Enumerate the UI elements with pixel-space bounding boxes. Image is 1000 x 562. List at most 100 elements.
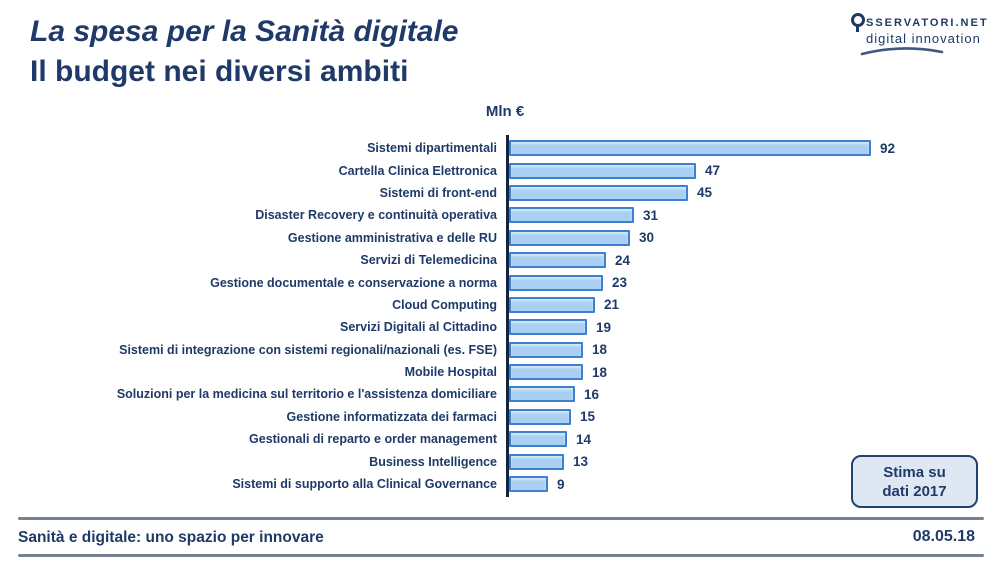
chart-row: Gestione documentale e conservazione a n… [0, 271, 1000, 293]
category-label: Business Intelligence [369, 454, 497, 469]
estimate-badge-line1: Stima su [883, 463, 946, 481]
value-label: 18 [592, 342, 608, 358]
bar-area: 23 [509, 274, 1000, 291]
category-label: Gestione amministrativa e delle RU [287, 230, 497, 245]
footer-date: 08.05.18 [912, 528, 975, 545]
bar [509, 184, 688, 201]
footer-divider-bottom [18, 554, 984, 557]
page-subtitle: Il budget nei diversi ambiti [30, 55, 409, 88]
chart-row: Cartella Clinica Elettronica 47 [0, 159, 1000, 181]
value-label: 47 [705, 163, 721, 179]
chart-row: Gestione amministrativa e delle RU 30 [0, 227, 1000, 249]
bar-area: 92 [509, 140, 1000, 157]
value-label: 30 [639, 230, 655, 246]
value-label: 45 [697, 185, 713, 201]
bar-area: 18 [509, 341, 1000, 358]
chart-row: Sistemi di integrazione con sistemi regi… [0, 339, 1000, 361]
logo-name: SSERVATORI.NET [866, 16, 989, 29]
bar [509, 341, 583, 358]
bar [509, 252, 606, 269]
bar [509, 476, 548, 493]
chart-row: Gestionali di reparto e order management… [0, 428, 1000, 450]
logo-tagline: digital innovation [866, 31, 981, 46]
chart-row: Business Intelligence 13 [0, 450, 1000, 472]
page-title: La spesa per la Sanità digitale [30, 15, 459, 48]
chart-row: Servizi Digitali al Cittadino 19 [0, 316, 1000, 338]
value-label: 14 [576, 431, 592, 447]
chart-row: Sistemi di supporto alla Clinical Govern… [0, 473, 1000, 495]
y-axis-line [506, 135, 509, 497]
bar-area: 14 [509, 431, 1000, 448]
bar-area: 9 [509, 476, 1000, 493]
bar [509, 408, 571, 425]
bar [509, 140, 871, 157]
category-label: Servizi Digitali al Cittadino [340, 320, 497, 335]
chart-rows: Sistemi dipartimentali 92 Cartella Clinica… [0, 137, 1000, 496]
footer-text: Sanità e digitale: uno spazio per innova… [18, 529, 324, 546]
category-label: Sistemi dipartimentali [367, 141, 497, 156]
bar-area: 18 [509, 364, 1000, 381]
chart-row: Mobile Hospital 18 [0, 361, 1000, 383]
value-label: 16 [584, 386, 600, 402]
bar [509, 274, 603, 291]
chart-unit-label: Mln € [485, 103, 525, 120]
category-label: Sistemi di front-end [379, 185, 497, 200]
chart-row: Gestione informatizzata dei farmaci 15 [0, 406, 1000, 428]
value-label: 13 [573, 454, 589, 470]
bar-chart: Sistemi dipartimentali 92 Cartella Clinica… [0, 135, 1000, 497]
chart-row: Sistemi dipartimentali 92 [0, 137, 1000, 159]
bar-area: 15 [509, 408, 1000, 425]
chart-row: Servizi di Telemedicina 24 [0, 249, 1000, 271]
bar [509, 229, 630, 246]
bar [509, 162, 696, 179]
value-label: 23 [612, 275, 628, 291]
bar [509, 453, 564, 470]
bar-area: 31 [509, 207, 1000, 224]
bar [509, 296, 595, 313]
category-label: Gestione documentale e conservazione a n… [210, 275, 497, 290]
bar-area: 24 [509, 252, 1000, 269]
value-label: 19 [596, 319, 612, 335]
footer-divider-top [18, 517, 984, 520]
value-label: 9 [557, 476, 565, 492]
bar [509, 207, 634, 224]
bar [509, 364, 583, 381]
value-label: 18 [592, 364, 608, 380]
value-label: 24 [615, 252, 631, 268]
category-label: Disaster Recovery e continuità operativa [255, 208, 497, 223]
bar [509, 386, 575, 403]
chart-row: Cloud Computing 21 [0, 294, 1000, 316]
category-label: Soluzioni per la medicina sul territorio… [116, 387, 497, 402]
logo-swoosh-icon [860, 47, 944, 56]
bar-area: 45 [509, 184, 1000, 201]
chart-row: Sistemi di front-end 45 [0, 182, 1000, 204]
title-block: La spesa per la Sanità digitale Il budge… [30, 12, 459, 92]
value-label: 31 [643, 207, 659, 223]
bar-area: 47 [509, 162, 1000, 179]
category-label: Servizi di Telemedicina [360, 253, 497, 268]
bar [509, 319, 587, 336]
key-logo-icon [851, 13, 865, 32]
bar-area: 13 [509, 453, 1000, 470]
category-label: Gestionali di reparto e order management [249, 432, 497, 447]
category-label: Gestione informatizzata dei farmaci [286, 409, 497, 424]
category-label: Cartella Clinica Elettronica [338, 163, 497, 178]
bar-area: 21 [509, 296, 1000, 313]
category-label: Mobile Hospital [404, 365, 497, 380]
osservatori-logo: SSERVATORI.NET digital innovation [851, 13, 989, 57]
category-label: Sistemi di supporto alla Clinical Govern… [232, 477, 497, 492]
value-label: 15 [580, 409, 596, 425]
bar-area: 30 [509, 229, 1000, 246]
estimate-badge: Stima su dati 2017 [851, 455, 978, 508]
chart-row: Soluzioni per la medicina sul territorio… [0, 383, 1000, 405]
value-label: 92 [880, 140, 896, 156]
bar-area: 19 [509, 319, 1000, 336]
chart-row: Disaster Recovery e continuità operativa… [0, 204, 1000, 226]
category-label: Sistemi di integrazione con sistemi regi… [119, 342, 497, 357]
estimate-badge-line2: dati 2017 [882, 482, 947, 500]
category-label: Cloud Computing [392, 297, 497, 312]
bar-area: 16 [509, 386, 1000, 403]
value-label: 21 [604, 297, 620, 313]
bar [509, 431, 567, 448]
